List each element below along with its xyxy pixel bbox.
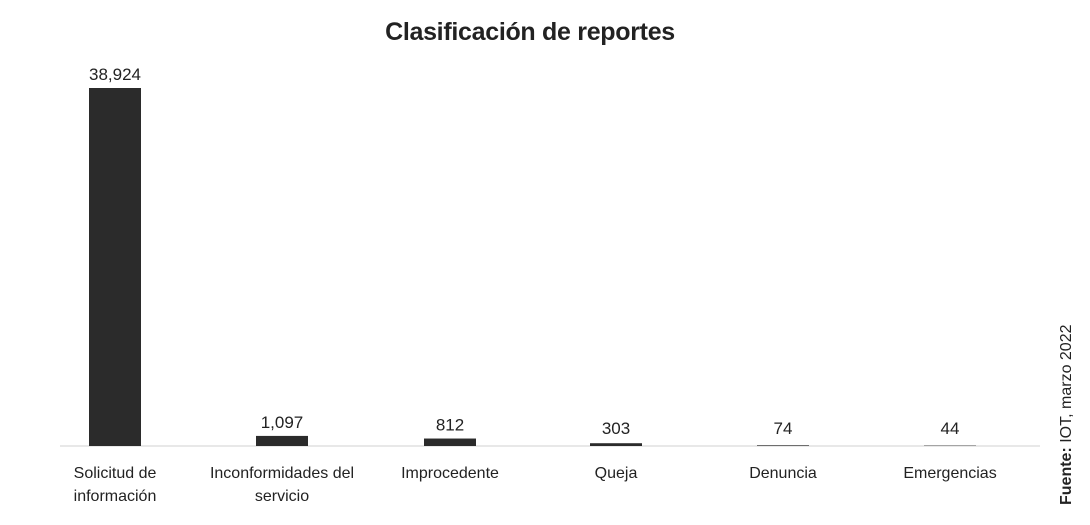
value-label: 74	[774, 419, 793, 438]
source: Fuente: IOT, marzo 2022	[1058, 324, 1076, 505]
x-tick-label: Denuncia	[749, 465, 817, 482]
bar	[89, 88, 141, 446]
value-label: 303	[602, 419, 630, 438]
bar	[757, 445, 809, 446]
source-text: IOT, marzo 2022	[1058, 324, 1075, 443]
chart-title: Clasificación de reportes	[385, 18, 675, 46]
value-label: 1,097	[261, 413, 304, 432]
x-tick-label: Solicitud de información	[73, 465, 157, 505]
bar	[256, 435, 308, 446]
value-label: 38,924	[89, 65, 141, 84]
value-label: 44	[941, 419, 960, 438]
bar	[590, 443, 642, 446]
value-label: 812	[436, 416, 464, 435]
x-tick-label: Improcedente	[401, 465, 499, 482]
x-tick-label: Queja	[594, 465, 638, 482]
x-tick-label: Inconformidades del servicio	[209, 465, 355, 505]
bar	[424, 438, 476, 446]
x-tick-label: Emergencias	[903, 465, 997, 482]
source-label: Fuente:	[1058, 447, 1075, 505]
